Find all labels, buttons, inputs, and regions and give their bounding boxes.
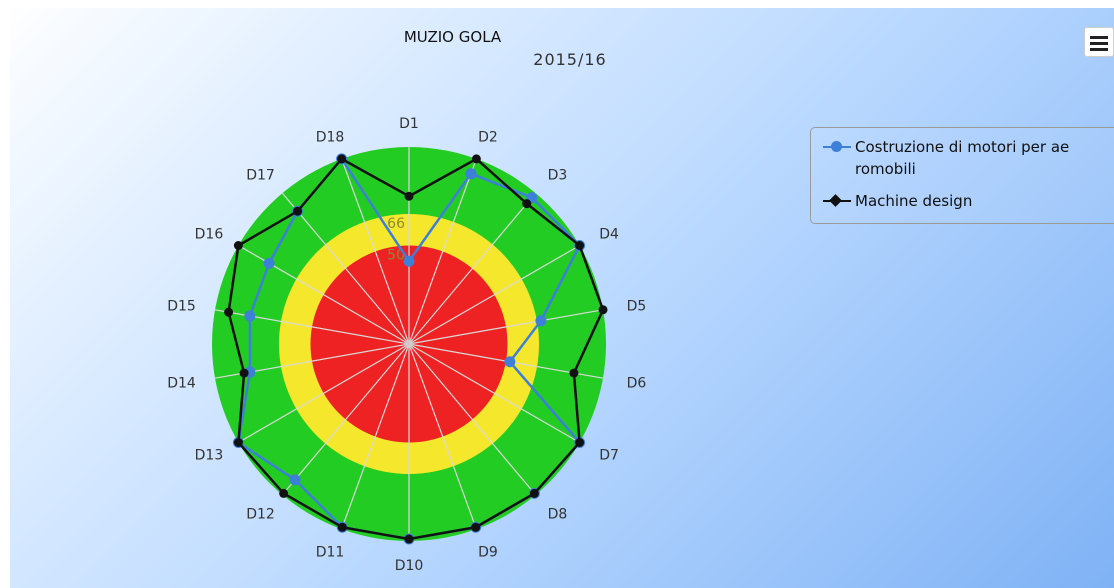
- legend: Costruzione di motori per ae romobili Ma…: [810, 127, 1114, 224]
- data-point-series-2-d14: [239, 368, 249, 378]
- data-point-series-2-d7: [575, 438, 585, 447]
- spoke-line: [408, 158, 477, 345]
- spoke-line: [408, 343, 580, 444]
- axis-label-d9: D9: [478, 545, 498, 561]
- data-point-series-2-d3: [522, 199, 532, 209]
- axis-label-d15: D15: [167, 299, 196, 315]
- axis-label-d3: D3: [548, 168, 568, 184]
- data-point-series-2-d5: [598, 305, 608, 315]
- axis-label-d2: D2: [478, 129, 498, 145]
- spoke-line: [238, 343, 410, 444]
- top-border: [0, 0, 1114, 8]
- legend-label: Machine design: [855, 192, 973, 210]
- data-point-series-1-d15: [244, 310, 256, 322]
- axis-label-d14: D14: [167, 375, 196, 391]
- axis-label-d8: D8: [548, 506, 568, 522]
- axis-label-d5: D5: [627, 299, 647, 315]
- axis-label-d13: D13: [195, 448, 224, 464]
- data-point-series-2-d1: [404, 191, 414, 201]
- data-point-series-2-d16: [233, 241, 243, 250]
- spoke-line: [408, 309, 604, 345]
- axis-label-d17: D17: [246, 168, 275, 184]
- data-point-series-1-d6: [504, 356, 516, 368]
- axis-label-d6: D6: [627, 375, 647, 391]
- legend-label: romobili: [855, 160, 916, 178]
- data-point-series-1-d12: [289, 474, 301, 486]
- data-point-series-2-d2: [471, 154, 481, 164]
- left-border: [0, 0, 10, 588]
- spoke-line: [408, 343, 477, 530]
- axis-label-d16: D16: [195, 227, 224, 243]
- data-point-series-1-d2: [465, 168, 477, 180]
- data-point-series-2-d10: [404, 534, 414, 544]
- axis-label-d10: D10: [395, 558, 424, 574]
- center-hub: [405, 340, 413, 348]
- spoke-line: [408, 244, 580, 345]
- axis-label-d7: D7: [599, 448, 619, 464]
- spoke-line: [341, 343, 410, 530]
- legend-label: Costruzione di motori per ae: [855, 138, 1070, 156]
- data-point-series-2-d9: [471, 522, 481, 532]
- data-point-series-2-d8: [529, 488, 539, 498]
- data-point-series-2-d12: [279, 488, 289, 498]
- data-point-series-2-d11: [337, 522, 347, 532]
- data-point-series-1-d16: [263, 257, 275, 269]
- spoke-line: [341, 158, 410, 345]
- axis-label-d12: D12: [246, 506, 275, 522]
- data-point-series-2-d18: [337, 154, 347, 164]
- data-point-series-2-d17: [293, 206, 303, 216]
- spoke-line: [408, 343, 537, 496]
- chart-title: MUZIO GOLA: [403, 28, 502, 46]
- chart-subtitle: 2015/16: [533, 50, 607, 69]
- data-point-series-2-d4: [575, 241, 585, 250]
- context-menu-button[interactable]: [1084, 27, 1114, 57]
- data-point-series-2-d15: [224, 307, 234, 317]
- spoke-line: [281, 343, 410, 496]
- series-marker-icon: [829, 194, 842, 207]
- spoke-line: [408, 192, 537, 345]
- axis-label-d11: D11: [316, 545, 345, 561]
- data-point-series-1-d5: [535, 315, 547, 327]
- axis-label-d1: D1: [399, 116, 419, 132]
- hamburger-icon: [1090, 36, 1108, 39]
- axis-label-d4: D4: [599, 227, 619, 243]
- axis-label-d18: D18: [316, 129, 345, 145]
- data-point-series-2-d13: [233, 438, 243, 447]
- series-marker-icon: [831, 141, 842, 152]
- data-point-series-2-d6: [569, 368, 579, 378]
- data-point-series-1-d1: [403, 255, 415, 267]
- radial-tick-label: 66: [387, 216, 405, 232]
- radial-tick-label: 50: [387, 248, 405, 264]
- spoke-line: [281, 192, 410, 345]
